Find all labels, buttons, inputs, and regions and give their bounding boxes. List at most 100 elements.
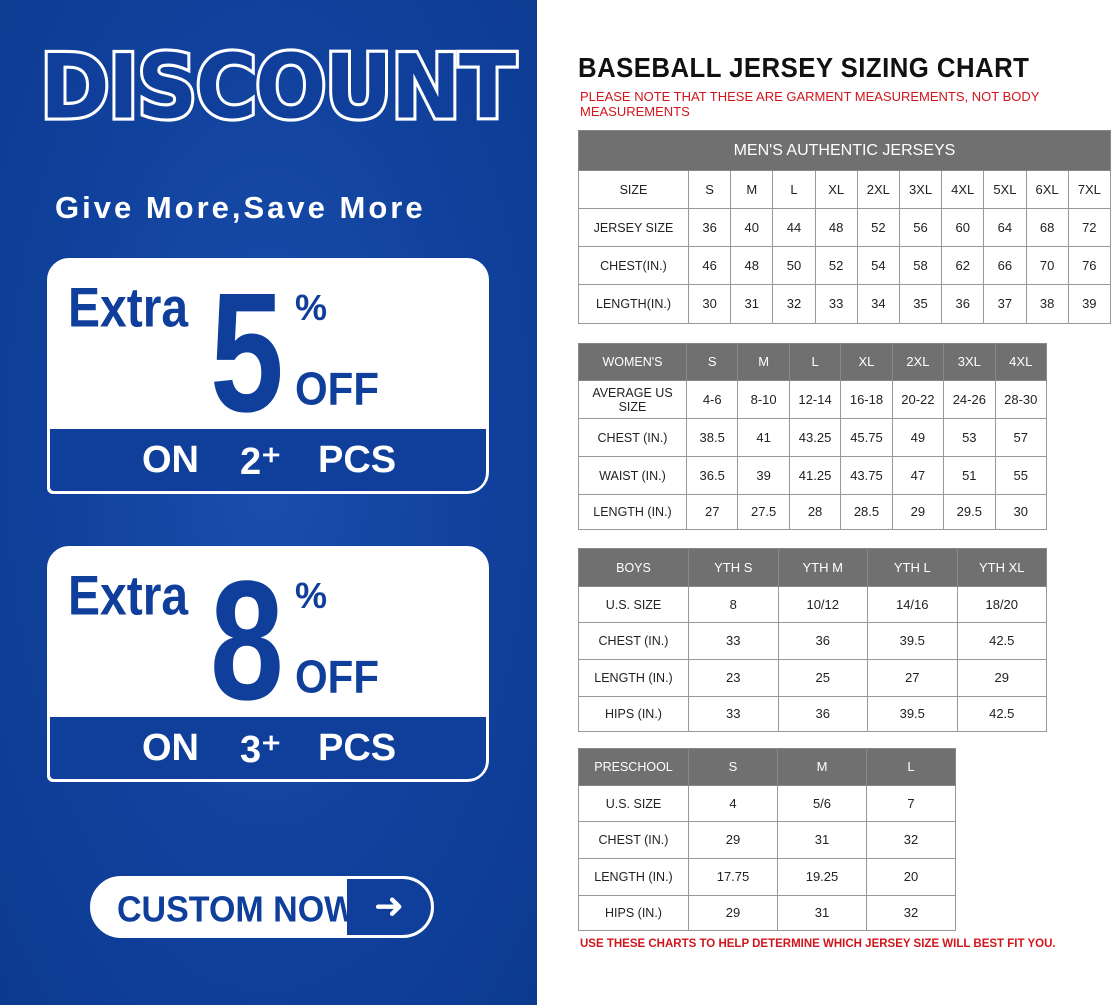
offer-card-5: Extra 5 % OFF ON 2⁺ PCS xyxy=(47,258,489,494)
offer-card-8: Extra 8 % OFF ON 3⁺ PCS xyxy=(47,546,489,782)
column-header: 7XL xyxy=(1067,170,1111,209)
table-cell: 39.5 xyxy=(867,622,958,660)
table-cell: 43.25 xyxy=(788,418,842,457)
table-cell: 50 xyxy=(772,246,816,285)
table-cell: 41 xyxy=(737,418,790,457)
table-row: LENGTH (IN.) 23 25 27 29 xyxy=(578,659,1047,697)
table-cell: 29 xyxy=(688,821,778,859)
table-cell: 27 xyxy=(867,659,958,697)
table-cell: 4 xyxy=(688,785,778,822)
table-cell: 24-26 xyxy=(943,380,996,419)
table-cell: 45.75 xyxy=(840,418,893,457)
column-header: 4XL xyxy=(941,170,985,209)
table-cell: 20-22 xyxy=(891,380,945,419)
column-header: L xyxy=(866,748,956,786)
table-cell: 4-6 xyxy=(685,380,739,419)
column-header: YTH M xyxy=(777,548,868,587)
chart-footer: USE THESE CHARTS TO HELP DETERMINE WHICH… xyxy=(580,938,1056,950)
column-header: M xyxy=(730,170,774,209)
table-cell: 5/6 xyxy=(777,785,867,822)
offer-off: OFF xyxy=(295,362,379,415)
table-row: U.S. SIZE 4 5/6 7 xyxy=(578,785,956,822)
row-label: U.S. SIZE xyxy=(578,586,689,623)
table-row: CHEST (IN.) 38.5 41 43.25 45.75 49 53 57 xyxy=(578,418,1047,457)
table-cell: 25 xyxy=(777,659,868,697)
column-header: M xyxy=(737,343,790,381)
row-label: LENGTH (IN.) xyxy=(578,858,689,896)
table-cell: 42.5 xyxy=(956,622,1047,660)
table-cell: 33 xyxy=(688,622,779,660)
table-cell: 29.5 xyxy=(943,494,996,530)
table-cell: 60 xyxy=(941,208,985,247)
table-cell: 55 xyxy=(994,456,1047,495)
offer-percent: % xyxy=(295,575,328,616)
promo-tagline: Give More,Save More xyxy=(55,190,426,225)
row-label: WAIST (IN.) xyxy=(578,456,687,495)
table-cell: 20 xyxy=(866,858,956,896)
table-cell: 27 xyxy=(685,494,739,530)
preschool-size-table: PRESCHOOL S M L U.S. SIZE 4 5/6 7 CHEST (IN.) 29 3… xyxy=(578,748,956,931)
table-row: HIPS (IN.) 33 36 39.5 42.5 xyxy=(578,696,1047,732)
table-cell: 40 xyxy=(730,208,774,247)
table-cell: 30 xyxy=(687,284,732,324)
table-cell: 35 xyxy=(898,284,943,324)
row-label: CHEST (IN.) xyxy=(578,821,689,859)
column-header: YTH L xyxy=(867,548,958,587)
table-row: CHEST(IN.) 46 48 50 52 54 58 62 66 70 76 xyxy=(578,246,1111,285)
offer-qty: 2⁺ xyxy=(240,441,282,483)
table-cell: 28 xyxy=(788,494,842,530)
offer-qty: 3⁺ xyxy=(240,729,282,771)
table-cell: 10/12 xyxy=(777,586,868,623)
table-cell: 52 xyxy=(856,208,900,247)
table-cell: 36.5 xyxy=(685,456,739,495)
column-header: 4XL xyxy=(994,343,1047,381)
row-label: LENGTH(IN.) xyxy=(578,284,689,324)
table-cell: 36 xyxy=(777,622,868,660)
table-cell: 39 xyxy=(737,456,790,495)
column-header: YTH XL xyxy=(956,548,1047,587)
table-cell: 46 xyxy=(687,246,732,285)
table-cell: 36 xyxy=(777,696,868,732)
table-cell: 58 xyxy=(898,246,943,285)
table-cell: 42.5 xyxy=(956,696,1047,732)
table-cell: 66 xyxy=(983,246,1027,285)
column-header: XL xyxy=(814,170,858,209)
table-cell: 62 xyxy=(941,246,985,285)
table-caption: MEN'S AUTHENTIC JERSEYS xyxy=(578,130,1111,171)
table-row: JERSEY SIZE 36 40 44 48 52 56 60 64 68 72 xyxy=(578,208,1111,247)
table-cell: 39 xyxy=(1067,284,1111,324)
table-cell: 28.5 xyxy=(840,494,893,530)
table-cell: 38 xyxy=(1025,284,1069,324)
table-cell: 14/16 xyxy=(867,586,958,623)
table-cell: 48 xyxy=(814,208,858,247)
column-header: XL xyxy=(840,343,893,381)
offer-extra: Extra xyxy=(68,566,189,627)
column-header: YTH S xyxy=(688,548,779,587)
table-cell: 47 xyxy=(891,456,945,495)
table-cell: 76 xyxy=(1067,246,1111,285)
table-cell: 43.75 xyxy=(840,456,893,495)
column-header: WOMEN'S xyxy=(578,343,687,381)
table-cell: 27.5 xyxy=(737,494,790,530)
chart-title: BASEBALL JERSEY SIZING CHART xyxy=(578,52,1030,83)
table-cell: 57 xyxy=(994,418,1047,457)
table-header-row: PRESCHOOL S M L xyxy=(578,748,956,786)
table-cell: 49 xyxy=(891,418,945,457)
table-row: CHEST (IN.) 33 36 39.5 42.5 xyxy=(578,622,1047,660)
column-header: 3XL xyxy=(943,343,996,381)
offer-amount: 8 xyxy=(210,546,284,736)
row-label: CHEST (IN.) xyxy=(578,622,689,660)
table-cell: 37 xyxy=(983,284,1027,324)
offer-on: ON xyxy=(142,727,199,769)
table-cell: 29 xyxy=(956,659,1047,697)
column-header: 5XL xyxy=(983,170,1027,209)
custom-now-button[interactable]: CUSTOM NOW ➜ xyxy=(90,876,434,938)
table-cell: 53 xyxy=(943,418,996,457)
table-cell: 31 xyxy=(777,895,867,931)
table-row: CHEST (IN.) 29 31 32 xyxy=(578,821,956,859)
table-cell: 7 xyxy=(866,785,956,822)
column-header: L xyxy=(788,343,842,381)
column-header: S xyxy=(687,170,732,209)
table-cell: 64 xyxy=(983,208,1027,247)
table-cell: 18/20 xyxy=(956,586,1047,623)
